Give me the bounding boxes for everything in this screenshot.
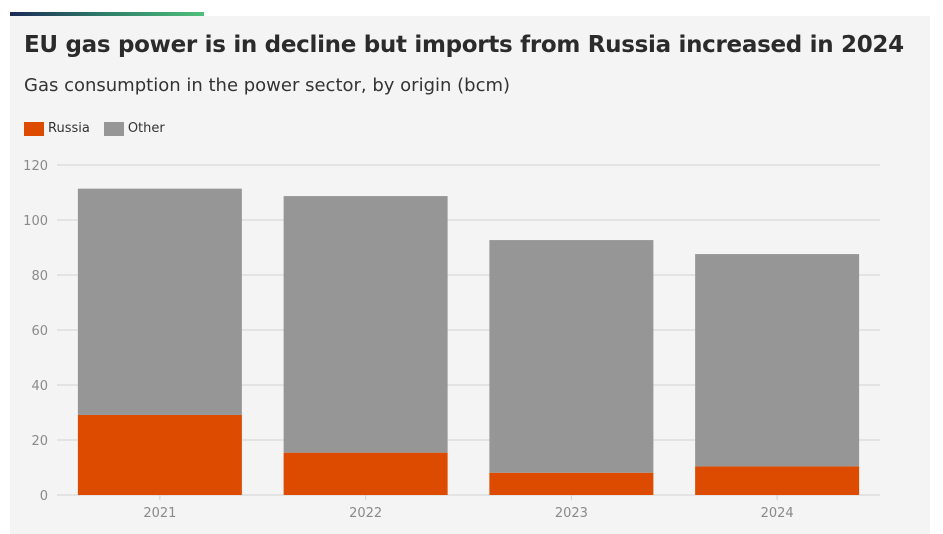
bar-other-2022 [283,196,448,453]
x-tick-label: 2022 [349,506,382,521]
y-tick-label: 100 [23,214,48,229]
x-tick-label: 2021 [143,506,176,521]
y-tick-label: 0 [40,489,48,504]
chart-title: EU gas power is in decline but imports f… [24,32,904,58]
y-tick-label: 40 [31,379,48,394]
bar-russia-2021 [77,414,242,495]
legend-label-russia: Russia [48,121,90,136]
legend-label-other: Other [127,121,165,136]
bar-other-2024 [695,254,860,467]
y-tick-label: 60 [31,324,48,339]
x-tick-label: 2023 [555,506,588,521]
bar-russia-2023 [489,472,654,495]
accent-bar [10,12,204,16]
chart-subtitle: Gas consumption in the power sector, by … [24,75,511,96]
bar-other-2023 [489,240,654,473]
y-tick-label: 20 [31,434,48,449]
legend-swatch-other [103,121,124,136]
legend-swatch-russia [24,121,44,136]
legend: Russia Other [24,121,179,136]
legend-item-other: Other [103,121,165,136]
bar-other-2021 [77,188,242,415]
x-tick-label: 2024 [761,506,794,521]
bar-russia-2022 [283,452,448,495]
y-tick-label: 80 [31,269,48,284]
y-tick-label: 120 [23,159,48,174]
legend-item-russia: Russia [24,121,90,136]
bar-russia-2024 [695,466,860,495]
